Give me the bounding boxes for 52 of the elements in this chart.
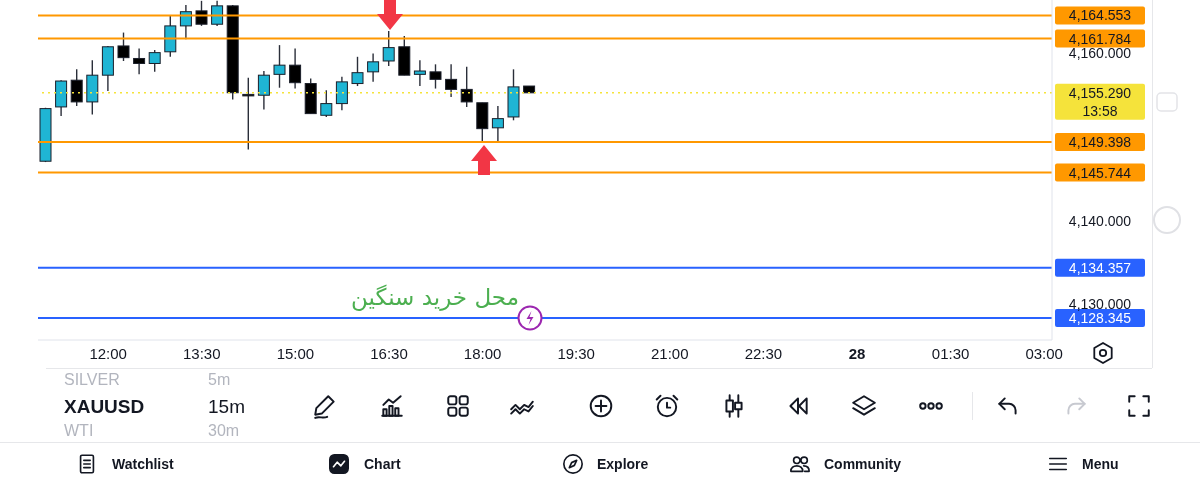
candlestick — [320, 89, 333, 118]
text: Explore — [597, 455, 649, 473]
text: 15m — [208, 395, 245, 419]
ref-line-label: 4,161.784 — [1068, 30, 1132, 47]
text: XAUUSD — [64, 395, 145, 419]
candlestick — [429, 63, 442, 90]
x-tick-label: 18:00 — [463, 344, 502, 362]
text: 5m — [208, 370, 231, 390]
candlestick — [413, 59, 426, 87]
ref-line-label: 4,145.744 — [1068, 164, 1132, 181]
x-tick-label: 01:30 — [931, 344, 970, 362]
y-tick-label: 4,160.000 — [1068, 45, 1132, 62]
candlestick — [242, 76, 255, 151]
candlestick — [133, 47, 146, 76]
x-tick-label: 19:30 — [557, 344, 595, 362]
candlestick — [382, 30, 395, 67]
x-tick-label: 15:00 — [276, 344, 315, 362]
ref-line-label: 4,134.357 — [1068, 259, 1132, 276]
y-tick-label: 4,140.000 — [1068, 212, 1132, 229]
candlestick — [257, 70, 270, 111]
x-tick-label: 13:30 — [183, 344, 221, 362]
text: Chart — [364, 455, 401, 473]
candlestick — [70, 68, 83, 107]
annotation: محل خرید سنگین — [350, 283, 520, 312]
y-tick-label: 4,130.000 — [1068, 296, 1132, 313]
x-tick-label: 28 — [848, 344, 866, 362]
candlestick — [289, 47, 302, 90]
x-tick-label: 12:00 — [89, 344, 127, 362]
text: WTI — [64, 421, 94, 441]
x-tick-label: 22:30 — [744, 344, 783, 362]
candlestick — [445, 63, 458, 98]
x-tick-label: 03:00 — [1025, 344, 1063, 362]
candlestick — [117, 31, 130, 62]
text: 30m — [208, 421, 240, 441]
ref-line-label: 4,164.553 — [1068, 7, 1132, 24]
candlestick — [367, 52, 380, 83]
candlestick — [460, 66, 473, 108]
candlestick — [273, 44, 286, 89]
candlestick — [351, 56, 364, 87]
ref-line-label: 4,149.398 — [1068, 134, 1132, 151]
x-tick-label: 16:30 — [370, 344, 408, 362]
candlestick — [491, 105, 504, 142]
ref-line-label: 4,155.290 — [1068, 84, 1132, 101]
text: 13:58 — [1082, 102, 1118, 119]
text: Menu — [1082, 455, 1119, 473]
text: Community — [824, 455, 901, 473]
candlestick — [148, 49, 161, 73]
text: SILVER — [64, 370, 120, 390]
candlestick — [335, 76, 348, 111]
candlestick — [211, 0, 224, 27]
text: Watchlist — [112, 455, 174, 473]
x-tick-label: 21:00 — [651, 344, 689, 362]
